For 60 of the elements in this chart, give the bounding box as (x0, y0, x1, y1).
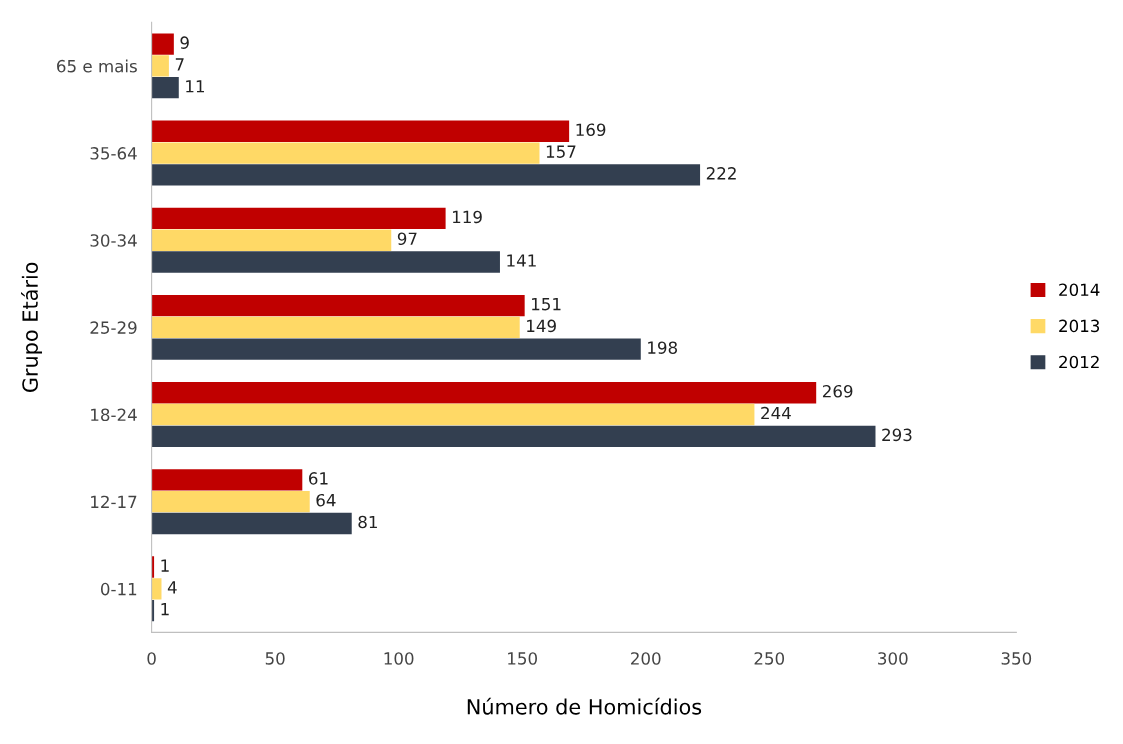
data-label: 269 (822, 384, 853, 398)
bar (151, 251, 500, 273)
data-label: 149 (527, 319, 556, 333)
bar (151, 512, 352, 535)
data-label: 11 (186, 80, 205, 93)
data-label: 1 (161, 559, 169, 572)
data-label: 169 (576, 123, 606, 137)
data-label: 4 (167, 581, 177, 594)
y-tick-label: 30-34 (90, 234, 137, 247)
data-label: 119 (452, 210, 482, 224)
x-tick-label: 350 (1001, 652, 1032, 665)
bar (151, 229, 392, 251)
bar (151, 578, 162, 600)
data-label: 157 (546, 145, 576, 158)
data-label: 61 (309, 472, 328, 485)
y-tick-label: 35-64 (90, 147, 137, 160)
y-tick-label: 12-17 (91, 495, 137, 508)
bar (151, 316, 520, 339)
x-axis-title: Número de Homicídios (467, 697, 702, 715)
bar (151, 338, 641, 360)
legend-label: 2014 (1059, 283, 1100, 297)
data-label: 64 (316, 493, 336, 507)
data-label: 293 (882, 428, 912, 442)
x-tick-label: 50 (265, 652, 285, 665)
data-label: 81 (358, 515, 377, 529)
x-tick-label: 300 (878, 652, 908, 665)
bar (151, 55, 169, 77)
bar (151, 207, 446, 230)
y-tick-label: 0-11 (100, 582, 137, 596)
bar (151, 382, 817, 404)
x-tick-label: 250 (754, 652, 785, 665)
bar (151, 142, 540, 164)
bar (151, 490, 310, 513)
legend-label: 2013 (1059, 319, 1100, 333)
bar (151, 469, 303, 491)
bar (151, 425, 876, 447)
data-label: 7 (175, 58, 184, 71)
x-tick-label: 200 (631, 652, 661, 665)
x-tick-label: 0 (147, 652, 156, 665)
legend-label: 2012 (1059, 355, 1099, 369)
bar (151, 120, 570, 142)
data-label: 97 (397, 232, 417, 246)
y-tick-label: 25-29 (90, 321, 137, 334)
y-tick-label: 18-24 (91, 408, 137, 422)
bar (151, 164, 701, 186)
y-tick-label: 65 e mais (57, 59, 137, 73)
data-label: 151 (532, 298, 561, 311)
y-axis-title: Grupo Etário (21, 262, 43, 393)
data-label: 141 (507, 254, 536, 267)
bar (151, 294, 525, 317)
bar (151, 403, 755, 426)
data-label: 222 (706, 167, 736, 180)
data-label: 244 (761, 406, 791, 420)
bar (151, 77, 179, 99)
bar (151, 33, 174, 55)
x-tick-label: 100 (384, 652, 414, 665)
data-label: 198 (648, 341, 678, 354)
data-label: 9 (180, 36, 189, 49)
x-tick-label: 150 (508, 652, 537, 665)
data-label: 1 (161, 603, 169, 616)
